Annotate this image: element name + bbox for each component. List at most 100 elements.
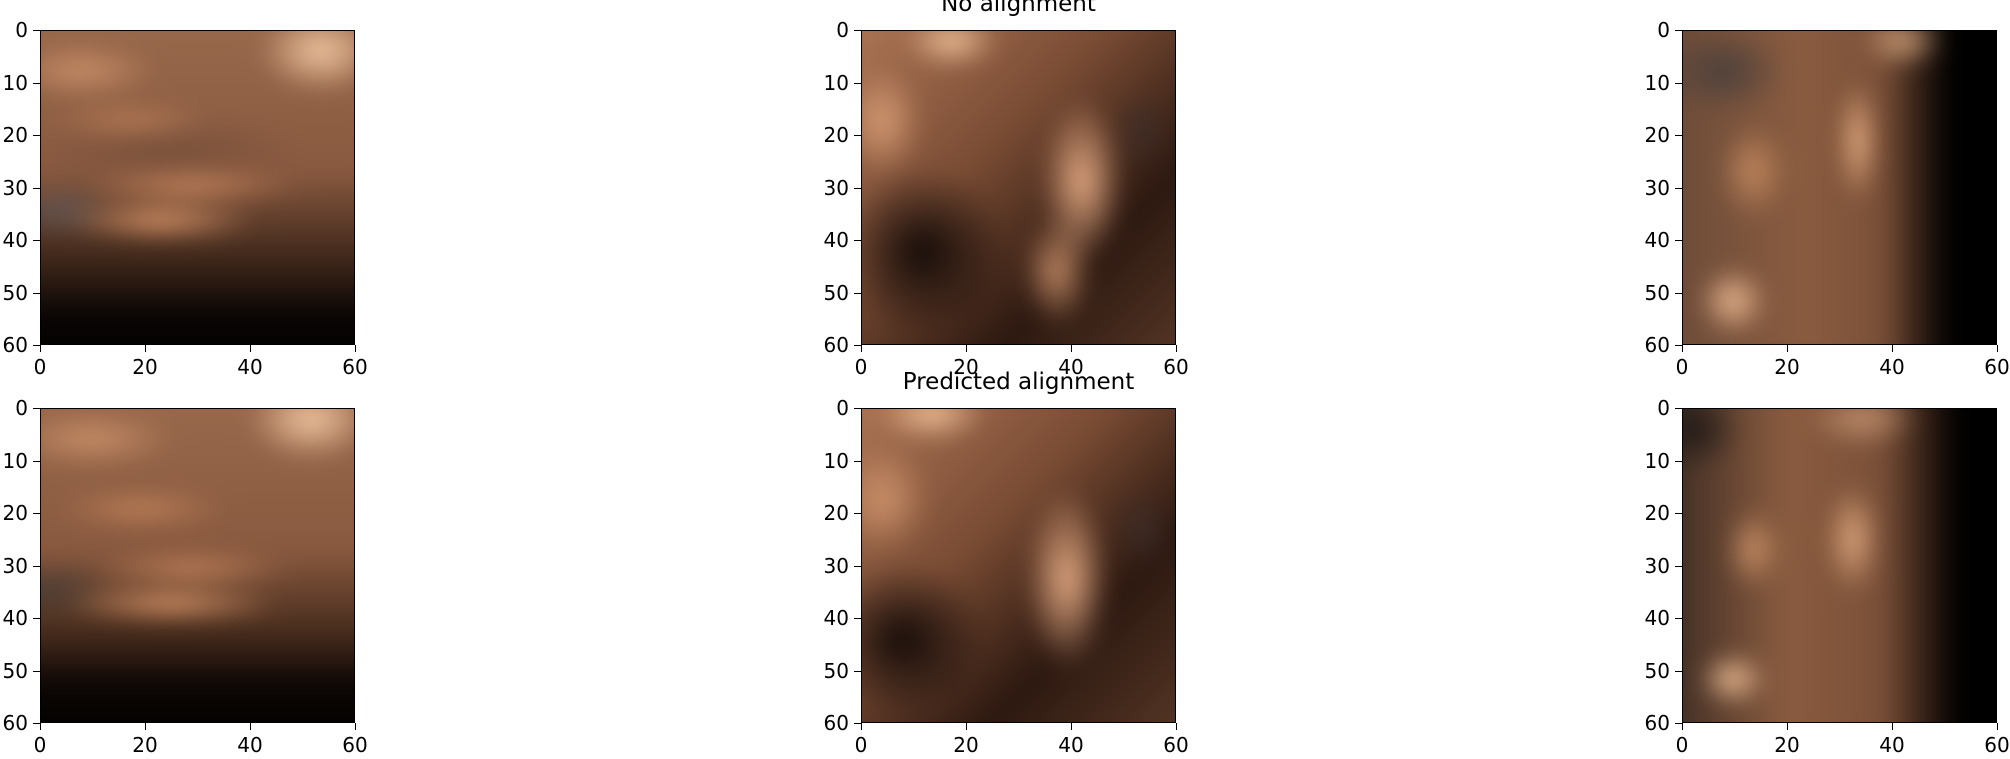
y-tick-label: 40 [1644, 606, 1670, 630]
y-tick-label: 20 [1644, 123, 1670, 147]
y-tick-mark [33, 135, 40, 136]
y-tick-label: 60 [2, 711, 28, 735]
y-tick-mark [854, 82, 861, 84]
image-panel-6: 0 10 20 30 40 50 60 0 20 40 60 [1645, 396, 2010, 757]
x-tick-label: 60 [1163, 355, 1189, 379]
y-tick-label: 10 [823, 70, 849, 95]
x-tick-mark [40, 723, 41, 730]
y-tick-label: 50 [1644, 280, 1670, 305]
y-tick-mark [1675, 345, 1682, 346]
y-tick-mark [1675, 187, 1682, 189]
y-tick-label: 30 [1644, 175, 1670, 200]
y-tick-label: 30 [823, 175, 849, 200]
y-tick-label: 20 [1644, 501, 1670, 525]
y-tick-mark [854, 460, 861, 462]
y-tick-mark [33, 513, 40, 514]
y-tick-label: 40 [1644, 228, 1670, 252]
y-tick-label: 50 [1644, 658, 1670, 683]
y-tick-label: 60 [2, 333, 28, 357]
y-tick-label: 20 [2, 501, 28, 525]
x-tick-label: 20 [953, 355, 979, 379]
image-panel-4: 0 10 20 30 40 50 60 0 20 40 60 [3, 396, 368, 757]
y-tick-mark [33, 240, 40, 241]
panel-title: Predicted alignment [902, 369, 1135, 395]
x-tick-label: 0 [33, 355, 47, 379]
y-tick-mark [1675, 670, 1682, 672]
y-tick-mark [854, 240, 861, 241]
image-axes [40, 30, 355, 345]
y-tick-mark [854, 565, 861, 567]
y-tick-mark [33, 618, 40, 619]
x-tick-mark [1682, 345, 1683, 352]
y-tick-mark [1675, 135, 1682, 136]
y-tick-label: 60 [1644, 333, 1670, 357]
x-tick-mark [1892, 345, 1893, 352]
y-tick-label: 30 [823, 553, 849, 578]
x-tick-mark [861, 723, 862, 730]
x-tick-mark [861, 345, 862, 352]
y-tick-mark [33, 30, 40, 31]
x-tick-label: 0 [854, 733, 868, 757]
image-panel-2: No alignment 0 10 20 30 40 50 60 0 20 40 60 [824, 0, 1189, 379]
y-tick-label: 0 [1657, 396, 1670, 420]
x-tick-label: 20 [132, 733, 158, 757]
image-axes [1682, 408, 1997, 723]
y-tick-label: 20 [823, 501, 849, 525]
y-tick-label: 10 [1644, 70, 1670, 95]
y-tick-label: 0 [15, 396, 28, 420]
y-tick-mark [1675, 460, 1682, 462]
x-tick-label: 0 [854, 355, 868, 379]
x-tick-label: 20 [1774, 733, 1800, 757]
x-tick-label: 60 [1984, 733, 2010, 757]
y-tick-label: 50 [823, 658, 849, 683]
x-tick-mark [1071, 723, 1072, 730]
y-tick-mark [1675, 723, 1682, 724]
y-tick-mark [33, 82, 40, 84]
y-tick-mark [854, 513, 861, 514]
x-tick-label: 0 [33, 733, 47, 757]
y-tick-label: 50 [823, 280, 849, 305]
y-tick-label: 20 [2, 123, 28, 147]
x-tick-mark [966, 345, 967, 352]
x-tick-mark [250, 723, 251, 730]
image-axes [861, 30, 1176, 345]
y-tick-mark [854, 135, 861, 136]
y-tick-label: 40 [823, 228, 849, 252]
y-tick-mark [1675, 618, 1682, 619]
image-content [41, 409, 354, 722]
x-tick-mark [966, 723, 967, 730]
x-tick-label: 0 [1675, 355, 1689, 379]
x-tick-label: 60 [342, 733, 368, 757]
y-tick-mark [854, 292, 861, 294]
y-tick-mark [33, 408, 40, 409]
y-tick-label: 60 [1644, 711, 1670, 735]
y-tick-label: 0 [836, 18, 849, 42]
y-tick-mark [1675, 82, 1682, 84]
y-tick-mark [33, 187, 40, 189]
x-tick-label: 20 [1774, 355, 1800, 379]
x-tick-label: 40 [1058, 355, 1084, 379]
y-tick-mark [854, 618, 861, 619]
y-tick-mark [854, 723, 861, 724]
x-tick-mark [40, 345, 41, 352]
y-tick-label: 10 [2, 448, 28, 473]
y-tick-label: 0 [1657, 18, 1670, 42]
x-tick-mark [1176, 345, 1177, 352]
y-tick-mark [1675, 408, 1682, 409]
x-tick-mark [1071, 345, 1072, 352]
image-axes [40, 408, 355, 723]
x-tick-mark [1787, 723, 1788, 730]
y-tick-label: 20 [823, 123, 849, 147]
y-tick-label: 30 [1644, 553, 1670, 578]
y-tick-mark [1675, 30, 1682, 31]
y-tick-label: 40 [2, 606, 28, 630]
x-tick-mark [355, 345, 356, 352]
x-tick-mark [1997, 723, 1998, 730]
y-tick-label: 10 [2, 70, 28, 95]
y-tick-mark [854, 187, 861, 189]
image-content [862, 409, 1175, 722]
x-tick-label: 20 [132, 355, 158, 379]
x-tick-label: 40 [237, 733, 263, 757]
y-tick-mark [854, 345, 861, 346]
x-tick-mark [145, 345, 146, 352]
